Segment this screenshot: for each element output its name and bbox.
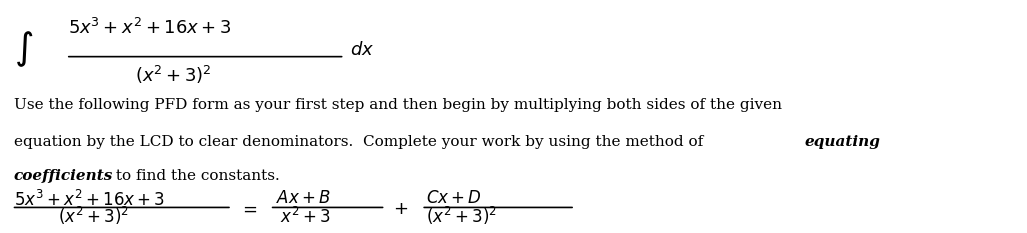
Text: $dx$: $dx$ <box>349 41 374 58</box>
Text: $\int$: $\int$ <box>13 29 33 69</box>
Text: $(x^2 + 3)^2$: $(x^2 + 3)^2$ <box>135 64 211 86</box>
Text: $Ax + B$: $Ax + B$ <box>276 190 331 207</box>
Text: $5x^3 + x^2 + 16x + 3$: $5x^3 + x^2 + 16x + 3$ <box>13 190 165 210</box>
Text: $Cx + D$: $Cx + D$ <box>426 190 483 207</box>
Text: $(x^2 + 3)^2$: $(x^2 + 3)^2$ <box>426 205 497 227</box>
Text: $5x^3 + x^2 + 16x + 3$: $5x^3 + x^2 + 16x + 3$ <box>68 17 231 38</box>
Text: $=$: $=$ <box>239 200 258 218</box>
Text: equation by the LCD to clear denominators.  Complete your work by using the meth: equation by the LCD to clear denominator… <box>13 135 708 149</box>
Text: to find the constants.: to find the constants. <box>111 169 279 183</box>
Text: Use the following PFD form as your first step and then begin by multiplying both: Use the following PFD form as your first… <box>13 98 782 112</box>
Text: $(x^2 + 3)^2$: $(x^2 + 3)^2$ <box>58 205 128 227</box>
Text: equating: equating <box>804 135 880 149</box>
Text: $x^2 + 3$: $x^2 + 3$ <box>280 207 331 227</box>
Text: coefficients: coefficients <box>13 169 113 183</box>
Text: $+$: $+$ <box>392 200 408 218</box>
